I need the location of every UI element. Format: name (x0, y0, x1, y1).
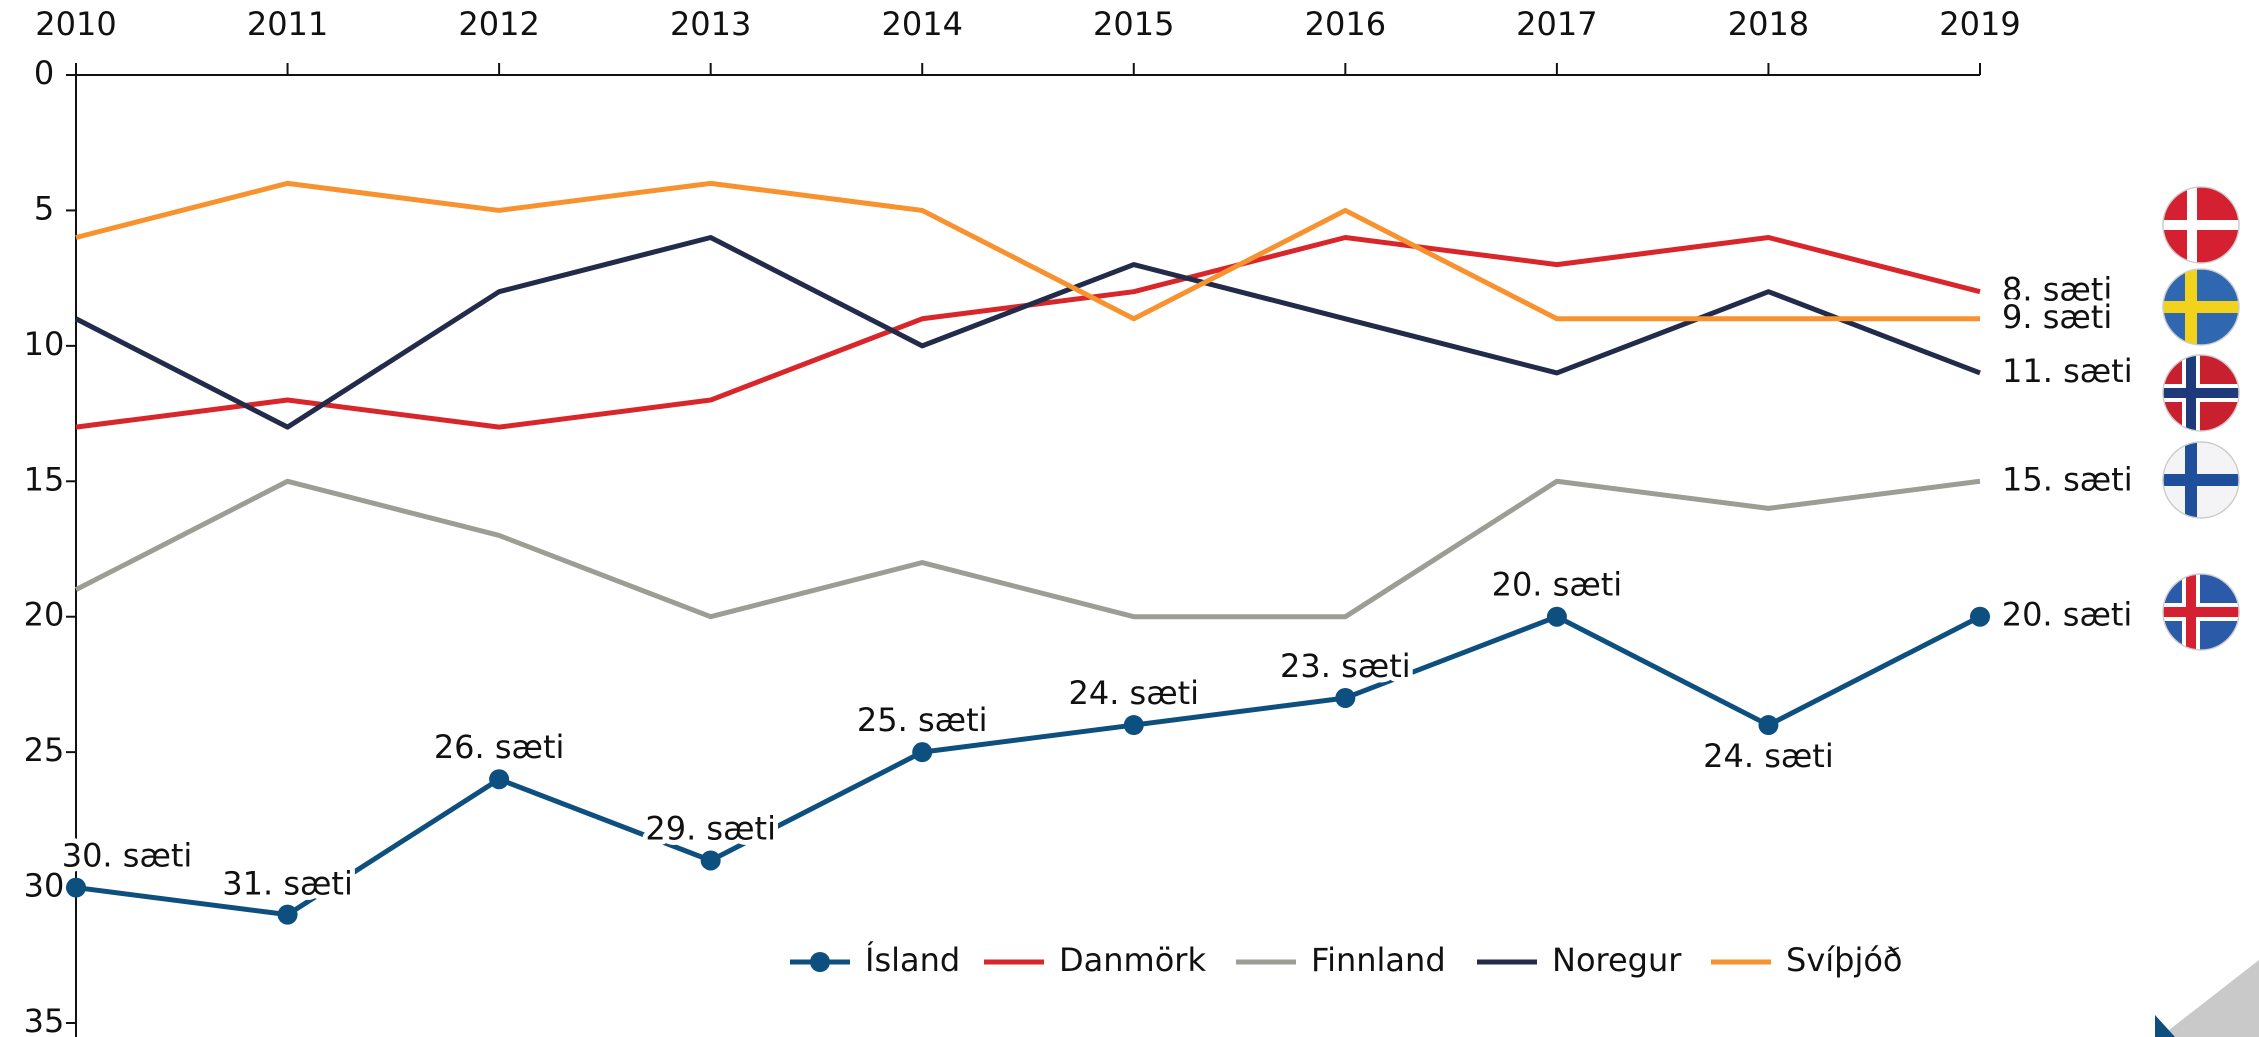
axes (75, 74, 1980, 1037)
x-tick-label: 2010 (35, 5, 116, 43)
y-tick-label: 35 (24, 1002, 65, 1037)
data-label: 26. sæti (434, 728, 565, 766)
data-label: 23. sæti (1280, 647, 1411, 685)
data-label: 11. sæti (2002, 352, 2133, 390)
flag-finland (2162, 441, 2240, 519)
logo-shape (2160, 960, 2259, 1037)
legend-marker (810, 952, 830, 972)
y-tick-label: 10 (24, 325, 65, 363)
data-label: 9. sæti (2002, 298, 2112, 336)
flag-denmark (2162, 186, 2240, 264)
data-label: 20. sæti (1492, 566, 1623, 604)
data-label: 24. sæti (1703, 737, 1834, 775)
data-label: 8. sæti (2002, 271, 2112, 309)
flag-norway (2162, 354, 2240, 432)
data-label: 24. sæti (1068, 674, 1199, 712)
data-point (1758, 715, 1779, 736)
data-label: 30. sæti (62, 837, 193, 875)
series-line (74, 235, 1981, 430)
x-tick-label: 2014 (882, 5, 963, 43)
data-point (1123, 715, 1144, 736)
data-label: 29. sæti (645, 809, 776, 847)
x-tick-label: 2019 (1939, 5, 2020, 43)
flags (2162, 186, 2240, 651)
data-point (700, 850, 721, 871)
y-tick-label: 25 (24, 731, 65, 769)
x-tick-label: 2012 (458, 5, 539, 43)
y-tick-label: 30 (24, 867, 65, 905)
y-tick-label: 5 (34, 189, 54, 227)
legend-label: Noregur (1552, 941, 1682, 979)
data-label: 31. sæti (222, 865, 353, 903)
flag-iceland (2162, 573, 2240, 651)
x-tick-label: 2017 (1516, 5, 1597, 43)
legend-label: Danmörk (1059, 941, 1206, 979)
x-tick-label: 2011 (247, 5, 328, 43)
data-point (1335, 687, 1356, 708)
data-point (277, 904, 298, 925)
data-label: 15. sæti (2002, 460, 2133, 498)
y-tick-label: 15 (24, 460, 65, 498)
legend-label: Finnland (1311, 941, 1446, 979)
y-tick-label: 20 (24, 596, 65, 634)
x-tick-label: 2016 (1305, 5, 1386, 43)
data-point (1546, 606, 1567, 627)
data-point (489, 769, 510, 790)
data-label: 20. sæti (2002, 596, 2133, 634)
y-tick-label: 0 (34, 54, 54, 92)
data-label: 25. sæti (857, 701, 988, 739)
data-point (912, 742, 933, 763)
legend-label: Svíþjóð (1786, 941, 1903, 979)
series-line (75, 180, 1980, 322)
flag-sweden (2162, 268, 2240, 346)
logo-shape (2155, 1015, 2175, 1037)
series-line (75, 614, 1982, 918)
data-point (66, 877, 86, 898)
data-point (1970, 606, 1990, 627)
x-tick-label: 2013 (670, 5, 751, 43)
x-tick-label: 2015 (1093, 5, 1174, 43)
legend-label: Ísland (865, 941, 960, 979)
x-tick-label: 2018 (1728, 5, 1809, 43)
series-line (74, 478, 1981, 620)
